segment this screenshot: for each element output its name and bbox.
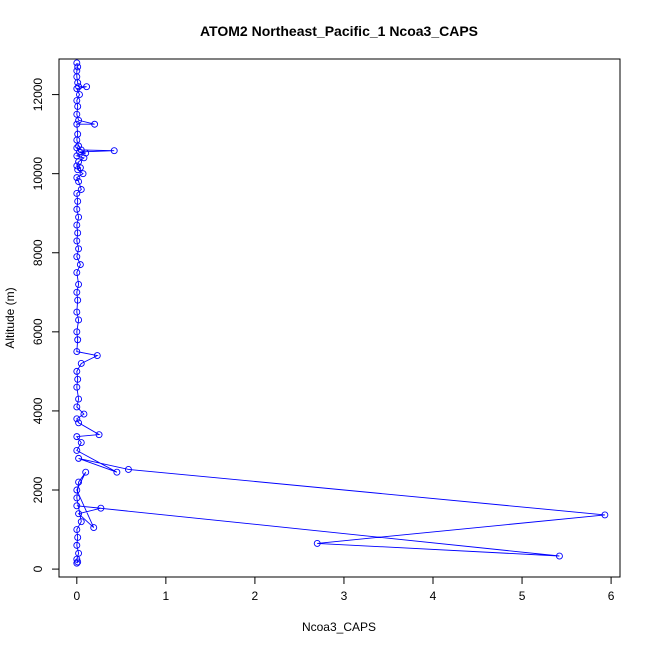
data-point	[73, 221, 81, 229]
data-point	[82, 149, 90, 157]
y-tick-label: 0	[31, 565, 45, 572]
data-point	[93, 352, 101, 360]
y-tick-label: 12000	[31, 78, 45, 112]
data-point	[79, 170, 87, 178]
data-point	[74, 336, 82, 344]
y-tick-label: 8000	[31, 239, 45, 266]
data-point	[74, 229, 82, 237]
x-axis-label: Ncoa3_CAPS	[302, 620, 376, 634]
y-axis-label: Altitude (m)	[3, 287, 17, 348]
x-tick-label: 2	[252, 589, 259, 603]
plot-frame	[58, 58, 621, 578]
data-point	[75, 395, 83, 403]
data-point	[73, 237, 81, 245]
data-point	[73, 85, 81, 93]
data-point	[73, 59, 81, 67]
data-point	[75, 316, 83, 324]
data-point	[73, 189, 81, 197]
data-point	[113, 468, 121, 476]
data-point	[75, 280, 83, 288]
data-point	[73, 415, 81, 423]
data-point	[80, 154, 88, 162]
chart-title: ATOM2 Northeast_Pacific_1 Ncoa3_CAPS	[200, 23, 478, 39]
data-point	[83, 83, 91, 91]
data-point	[73, 174, 81, 182]
data-point	[90, 524, 98, 532]
data-point	[73, 555, 81, 563]
data-point	[91, 120, 99, 128]
data-point	[77, 518, 85, 526]
data-point	[601, 511, 609, 519]
x-tick-label: 6	[608, 589, 615, 603]
data-point	[77, 439, 85, 447]
data-point	[75, 213, 83, 221]
data-point	[75, 83, 83, 91]
data-point	[75, 510, 83, 518]
data-point	[82, 468, 90, 476]
data-point	[73, 253, 81, 261]
data-point	[75, 178, 83, 186]
data-point	[73, 308, 81, 316]
data-point	[75, 454, 83, 462]
x-tick-label: 0	[73, 589, 80, 603]
data-point	[74, 558, 82, 566]
data-point	[73, 269, 81, 276]
data-point	[73, 328, 81, 336]
x-tick-label: 5	[519, 589, 526, 603]
data-point	[74, 375, 82, 383]
data-point	[74, 534, 82, 541]
data-point	[555, 552, 563, 560]
x-tick-label: 3	[341, 589, 348, 603]
data-point	[73, 120, 81, 128]
data-point	[74, 197, 82, 205]
data-point	[75, 116, 83, 124]
data-point	[75, 419, 83, 427]
y-tick-label: 2000	[31, 476, 45, 503]
data-point	[73, 526, 81, 533]
data-point	[77, 186, 85, 193]
data-point	[73, 433, 81, 441]
data-point	[73, 559, 81, 567]
data-point	[73, 288, 81, 296]
data-point	[74, 103, 82, 110]
data-point	[76, 261, 84, 269]
data-point	[75, 478, 83, 486]
data-point	[74, 63, 82, 71]
data-point	[313, 539, 321, 547]
data-point	[74, 166, 82, 174]
data-point	[73, 494, 81, 502]
data-point	[77, 360, 85, 367]
data-point	[73, 541, 81, 549]
data-point	[73, 367, 81, 375]
data-point	[75, 245, 83, 253]
data-point	[73, 348, 81, 356]
data-point	[97, 504, 105, 512]
x-tick-label: 1	[163, 589, 170, 603]
data-point	[74, 296, 82, 304]
data-point	[73, 502, 81, 510]
data-point	[73, 205, 81, 213]
y-tick-label: 4000	[31, 397, 45, 424]
data-point	[110, 147, 118, 155]
data-point	[73, 447, 81, 454]
data-point	[77, 146, 85, 154]
data-point	[95, 431, 103, 439]
data-point	[73, 486, 81, 494]
series-layer	[73, 59, 609, 567]
y-axis: 0 2000 4000 6000 8000 10000 12000	[31, 78, 60, 572]
data-point	[73, 383, 81, 391]
series-line	[75, 62, 605, 564]
x-tick-label: 4	[430, 589, 437, 603]
y-tick-label: 6000	[31, 318, 45, 345]
data-point	[73, 403, 81, 411]
data-point	[73, 162, 81, 170]
data-point	[80, 410, 88, 418]
data-point	[76, 91, 83, 99]
x-axis: 0 1 2 3 4 5 6	[73, 576, 615, 603]
y-tick-label: 10000	[31, 157, 45, 191]
data-point	[125, 465, 132, 473]
